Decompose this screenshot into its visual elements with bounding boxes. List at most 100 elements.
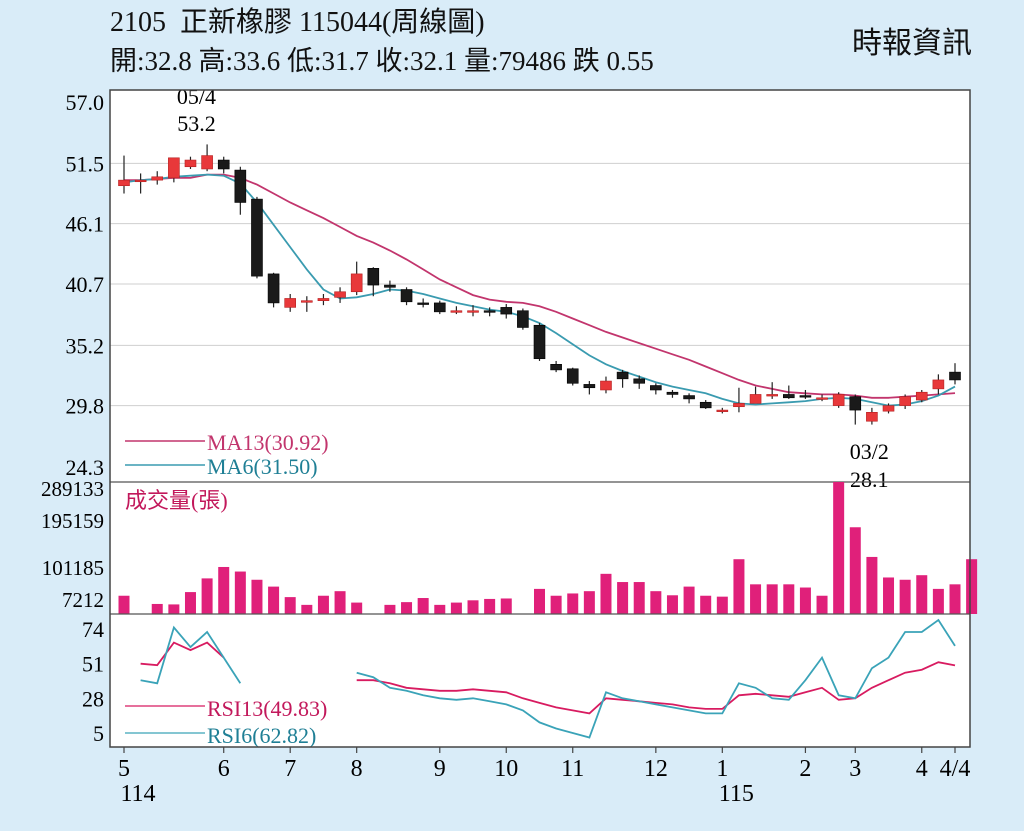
price-tick-label: 29.8 <box>66 394 105 419</box>
chart-title: 2105 正新橡膠 115044(周線圖) <box>110 8 485 38</box>
candle-body <box>899 396 911 406</box>
x-tick-label: 11 <box>561 756 584 782</box>
candle-body <box>201 155 213 170</box>
candle-body <box>467 310 479 313</box>
volume-bar <box>849 527 861 614</box>
candle-body <box>500 307 513 315</box>
volume-tick-label: 7212 <box>62 588 104 612</box>
candle-body <box>267 273 280 304</box>
x-tick-label: 9 <box>434 756 446 782</box>
volume-bar <box>417 598 429 614</box>
candle-body <box>151 176 164 181</box>
volume-bar <box>633 582 645 614</box>
candle-body <box>400 289 413 303</box>
stock-code: 2105 <box>110 7 166 38</box>
volume-bar <box>816 595 828 614</box>
rsi13-line <box>140 641 225 667</box>
volume-bar <box>268 586 280 614</box>
x-tick-label: 4/4 <box>940 756 971 782</box>
volume-bar <box>966 559 978 614</box>
candle-body <box>733 403 745 408</box>
volume-bar <box>833 482 845 614</box>
ma13-line <box>124 173 956 399</box>
rsi-tick-label: 74 <box>82 617 104 642</box>
volume-bar <box>317 595 329 614</box>
candle-body <box>533 324 546 360</box>
candle-body <box>683 395 695 400</box>
candle-body <box>433 302 446 313</box>
candle-body <box>766 394 778 397</box>
candle-body <box>450 310 463 313</box>
volume-bar <box>151 603 163 614</box>
volume-bar <box>883 577 895 614</box>
stock-name: 正新橡膠 <box>180 7 293 38</box>
volume-bar <box>866 556 878 614</box>
x-tick-label: 1 <box>716 756 728 782</box>
volume-bar <box>301 604 313 614</box>
volume-bar <box>118 595 130 614</box>
volume-bar <box>234 571 246 614</box>
price-tick-label: 24.3 <box>66 455 105 480</box>
x-tick-label: 5 <box>118 756 130 782</box>
volume-bar <box>284 597 296 614</box>
candle-body <box>317 298 330 301</box>
volume-bar <box>168 604 180 614</box>
rsi6-line <box>140 625 242 685</box>
candle-body <box>251 198 263 277</box>
candle-body <box>134 179 147 183</box>
data-source: 時報資訊 <box>852 27 972 60</box>
volume-tick-label: 195159 <box>41 509 104 533</box>
volume-bar <box>218 566 230 614</box>
rsi6-legend-label: RSI6(62.82) <box>207 723 316 748</box>
candle-body <box>749 394 762 404</box>
volume-tick-label: 289133 <box>41 477 104 501</box>
candle-body <box>334 291 346 298</box>
volume-bar <box>617 582 629 614</box>
volume-bar <box>550 595 562 614</box>
candle-body <box>517 310 529 328</box>
price-tick-label: 40.7 <box>66 272 105 297</box>
low-annotation-price: 28.1 <box>850 467 889 492</box>
volume-bar <box>650 591 662 614</box>
rsi-tick-label: 5 <box>93 721 104 746</box>
volume-bar <box>666 595 678 614</box>
volume-bar <box>500 598 512 614</box>
volume-bar <box>783 584 795 614</box>
candle-body <box>417 302 429 305</box>
candle-body <box>782 394 795 399</box>
volume-bar <box>750 584 762 614</box>
volume-tick-label: 101185 <box>42 556 104 580</box>
ohlc-summary: 開:32.8 高:33.6 低:31.7 收:32.1 量:79486 跌 0.… <box>110 46 654 76</box>
candle-body <box>699 401 712 409</box>
low-annotation-date: 03/2 <box>850 439 889 464</box>
candle-body <box>284 298 297 308</box>
volume-bar <box>401 602 413 614</box>
price-tick-label: 51.5 <box>66 151 105 176</box>
volume-bar <box>600 573 612 614</box>
candle-body <box>949 371 961 381</box>
ma6-legend-label: MA6(31.50) <box>207 454 318 479</box>
x-tick-label: 12 <box>644 756 668 782</box>
x-tick-label: 7 <box>284 756 296 782</box>
price-tick-label: 46.1 <box>66 212 105 237</box>
volume-bar <box>700 595 712 614</box>
candle-body <box>217 159 230 170</box>
x-tick-label: 6 <box>218 756 230 782</box>
rsi-tick-label: 51 <box>82 652 104 677</box>
volume-bar <box>450 602 462 614</box>
volume-bar <box>733 559 745 614</box>
candle-body <box>932 379 945 390</box>
candle-body <box>866 412 878 422</box>
candle-body <box>882 405 895 412</box>
candle-body <box>915 391 928 401</box>
candle-body <box>118 179 130 187</box>
candle-body <box>832 394 845 406</box>
price-tick-label: 35.2 <box>66 333 105 358</box>
x-tick-label: 10 <box>494 756 518 782</box>
candle-body <box>566 368 579 384</box>
volume-bar <box>683 586 695 614</box>
volume-bar <box>949 584 961 614</box>
candle-body <box>650 385 662 391</box>
price-tick-label: 57.0 <box>66 90 105 115</box>
